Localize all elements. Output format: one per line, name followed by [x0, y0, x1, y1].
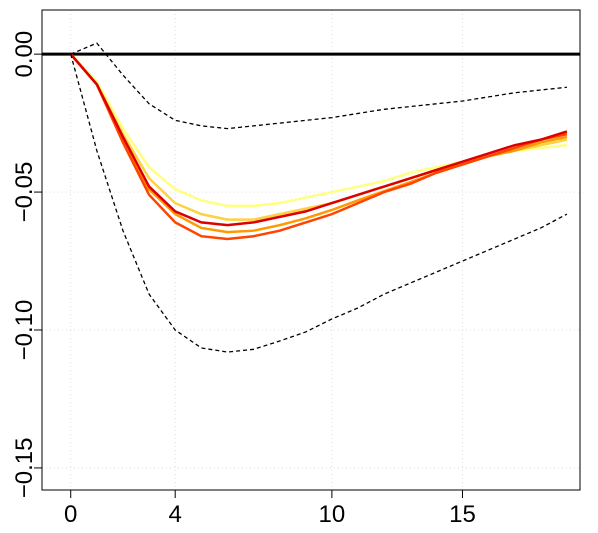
x-tick-label: 0: [64, 501, 77, 528]
y-tick-label: −0.15: [11, 438, 38, 499]
x-tick-label: 15: [449, 501, 476, 528]
y-tick-label: −0.10: [11, 300, 38, 361]
response-line: [69, 53, 568, 227]
x-tick-label: 4: [169, 501, 182, 528]
band-line: [70, 53, 568, 353]
band-line: [70, 42, 568, 130]
x-tick-label: 10: [319, 501, 346, 528]
plot-frame: [41, 9, 581, 491]
y-tick-label: −0.05: [11, 162, 38, 223]
y-tick-label: 0.00: [11, 31, 38, 78]
response-line: [69, 53, 568, 241]
